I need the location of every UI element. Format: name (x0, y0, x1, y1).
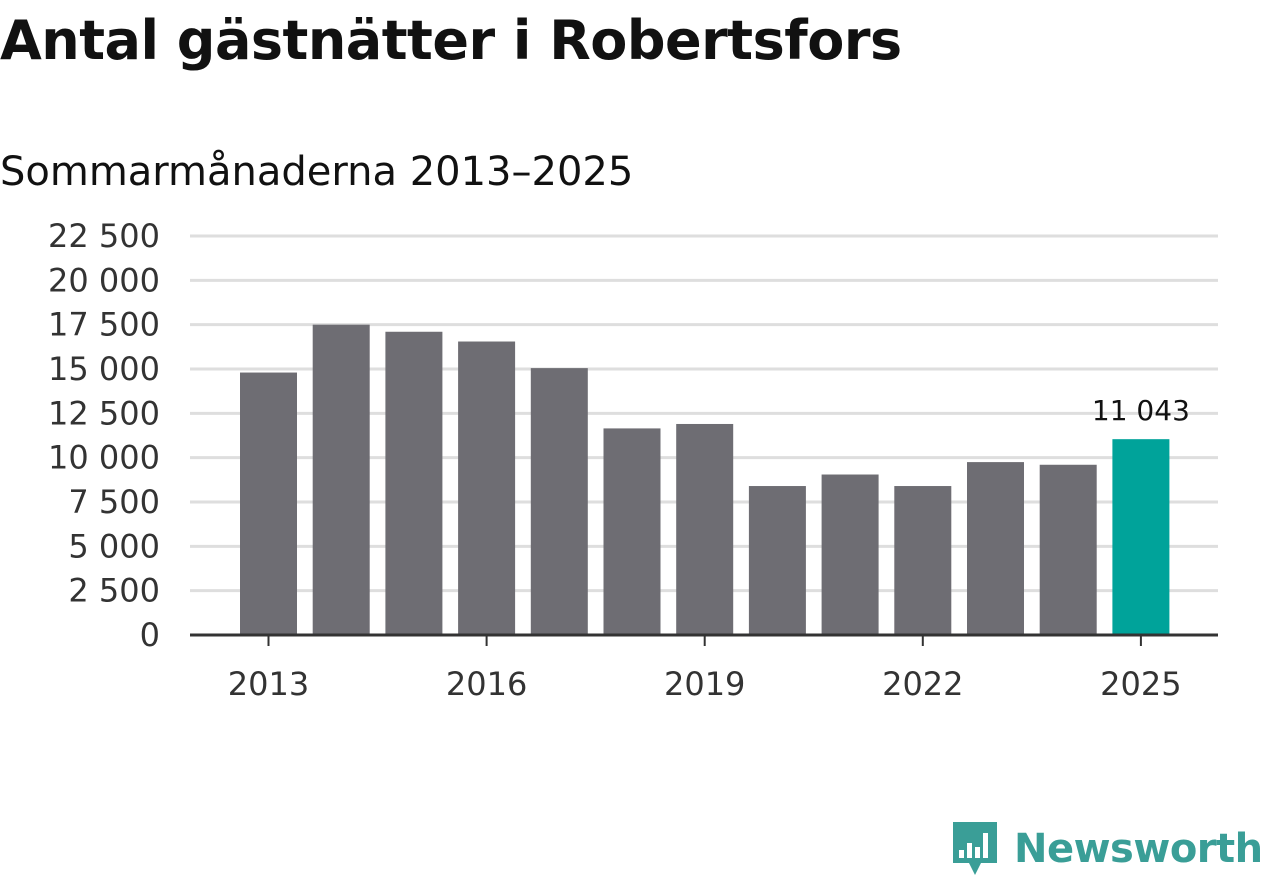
logo-bar-3 (975, 847, 980, 858)
brand-name: Newsworthy (1014, 826, 1262, 872)
bar-2015 (385, 331, 443, 635)
bar-2013 (240, 372, 297, 635)
logo-bar-1 (959, 850, 964, 858)
bar-2023 (967, 462, 1024, 635)
y-tick-label: 15 000 (48, 350, 160, 388)
bar-2021 (821, 474, 879, 635)
y-tick-label: 7 500 (68, 483, 160, 521)
y-tick-label: 10 000 (48, 439, 160, 477)
bar-2016 (458, 341, 516, 635)
y-tick-label: 2 500 (68, 572, 160, 610)
y-tick-label: 12 500 (48, 394, 160, 432)
bar-2018 (603, 428, 661, 635)
x-axis: 2013 2016 2019 2022 2025 (190, 633, 1218, 703)
bar-2022 (894, 486, 952, 635)
bar-2019 (676, 423, 734, 635)
x-tick-label: 2019 (664, 665, 745, 703)
data-labels: 11 043 (1092, 394, 1190, 427)
x-tick-label: 2016 (446, 665, 527, 703)
data-label: 11 043 (1092, 394, 1190, 427)
y-tick-label: 22 500 (48, 217, 160, 255)
bar-2025 (1112, 439, 1170, 635)
x-tick-label: 2013 (228, 665, 309, 703)
y-tick-label: 17 500 (48, 306, 160, 344)
x-tick-label: 2022 (882, 665, 963, 703)
logo-bar-2 (967, 843, 972, 858)
y-axis-tick-labels: 0 2 500 5 000 7 500 10 000 12 500 15 000 17 500… (48, 217, 160, 654)
y-tick-label: 20 000 (48, 261, 160, 299)
bar-2014 (312, 324, 370, 635)
bars (240, 324, 1170, 635)
newsworthy-logo-icon (953, 822, 997, 875)
y-tick-label: 5 000 (68, 527, 160, 565)
newsworthy-logo: Newsworthy (950, 818, 1262, 880)
logo-bar-4 (983, 833, 988, 858)
bar-2024 (1039, 464, 1097, 635)
chart-title: Antal gästnätter i Robertsfors (0, 9, 902, 72)
x-tick-label: 2025 (1100, 665, 1181, 703)
y-tick-label: 0 (140, 616, 160, 654)
chart-subtitle: Sommarmånaderna 2013–2025 (0, 149, 634, 195)
bar-2017 (530, 368, 588, 635)
bar-2020 (748, 486, 806, 635)
